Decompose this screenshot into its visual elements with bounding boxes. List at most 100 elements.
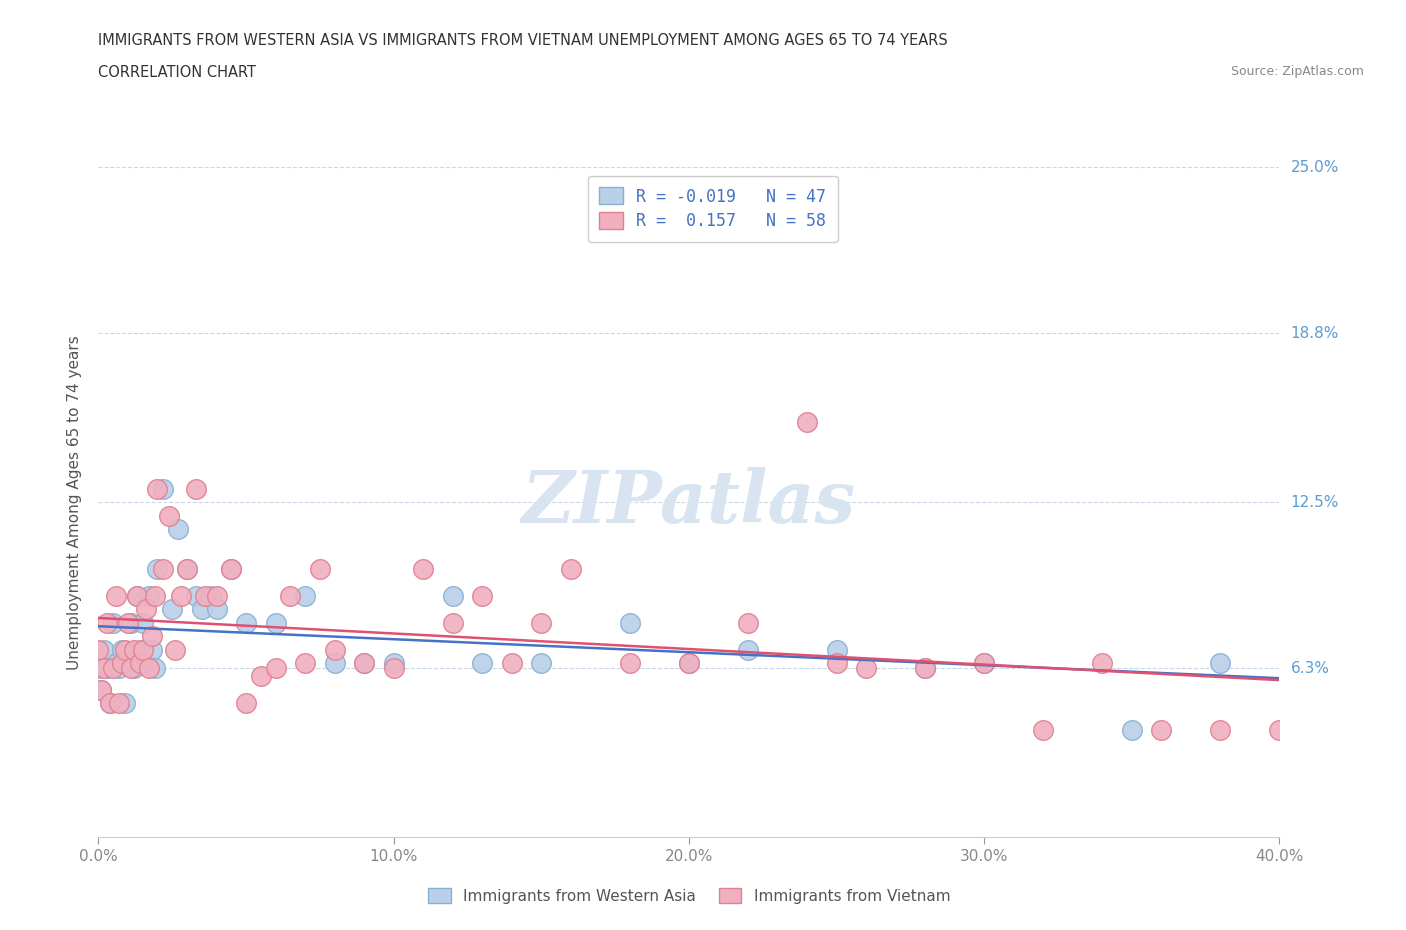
Point xyxy=(309,562,332,577)
Point xyxy=(678,656,700,671)
Point xyxy=(117,656,139,671)
Point xyxy=(143,661,166,676)
Point xyxy=(412,562,434,577)
Point xyxy=(855,661,877,676)
Point xyxy=(441,616,464,631)
Point xyxy=(103,661,125,676)
Point xyxy=(152,562,174,577)
Point xyxy=(170,589,193,604)
Point xyxy=(560,562,582,577)
Point xyxy=(914,661,936,676)
Point xyxy=(1091,656,1114,671)
Point xyxy=(135,656,157,671)
Point xyxy=(98,696,121,711)
Point xyxy=(678,656,700,671)
Text: IMMIGRANTS FROM WESTERN ASIA VS IMMIGRANTS FROM VIETNAM UNEMPLOYMENT AMONG AGES : IMMIGRANTS FROM WESTERN ASIA VS IMMIGRAN… xyxy=(98,33,948,47)
Point xyxy=(294,589,316,604)
Point xyxy=(90,683,112,698)
Point xyxy=(353,656,375,671)
Point xyxy=(176,562,198,577)
Point xyxy=(167,522,190,537)
Point xyxy=(132,616,155,631)
Point xyxy=(205,602,228,617)
Point xyxy=(471,656,494,671)
Point xyxy=(93,642,115,657)
Point xyxy=(184,589,207,604)
Point xyxy=(382,661,405,676)
Point xyxy=(530,656,553,671)
Point xyxy=(87,642,110,657)
Point xyxy=(122,661,145,676)
Point xyxy=(825,656,848,671)
Point xyxy=(98,696,121,711)
Text: 18.8%: 18.8% xyxy=(1291,326,1339,341)
Point xyxy=(165,642,187,657)
Point xyxy=(796,415,818,430)
Point xyxy=(176,562,198,577)
Point xyxy=(825,642,848,657)
Point xyxy=(323,656,346,671)
Point xyxy=(973,656,995,671)
Point xyxy=(128,656,150,671)
Point xyxy=(264,616,287,631)
Point xyxy=(105,589,128,604)
Point xyxy=(135,602,157,617)
Point xyxy=(103,616,125,631)
Point xyxy=(530,616,553,631)
Point xyxy=(219,562,242,577)
Point xyxy=(200,589,222,604)
Point xyxy=(619,616,641,631)
Point xyxy=(441,589,464,604)
Point xyxy=(141,629,163,644)
Point xyxy=(1268,723,1291,737)
Point xyxy=(111,656,134,671)
Point xyxy=(191,602,214,617)
Point xyxy=(128,642,150,657)
Point xyxy=(108,661,131,676)
Point xyxy=(619,656,641,671)
Point xyxy=(219,562,242,577)
Point xyxy=(294,656,316,671)
Point xyxy=(125,589,148,604)
Point xyxy=(125,589,148,604)
Text: 25.0%: 25.0% xyxy=(1291,160,1339,175)
Point xyxy=(737,642,759,657)
Text: 6.3%: 6.3% xyxy=(1291,660,1330,676)
Point xyxy=(323,642,346,657)
Point xyxy=(501,656,523,671)
Point xyxy=(353,656,375,671)
Point xyxy=(157,508,180,523)
Point xyxy=(205,589,228,604)
Point xyxy=(143,589,166,604)
Point xyxy=(194,589,217,604)
Point xyxy=(108,696,131,711)
Point xyxy=(120,661,142,676)
Point xyxy=(105,656,128,671)
Point xyxy=(122,642,145,657)
Point xyxy=(132,642,155,657)
Text: CORRELATION CHART: CORRELATION CHART xyxy=(98,65,256,80)
Point xyxy=(382,656,405,671)
Text: ZIPatlas: ZIPatlas xyxy=(522,467,856,538)
Point xyxy=(114,696,136,711)
Point xyxy=(96,661,118,676)
Point xyxy=(250,669,273,684)
Point xyxy=(146,482,169,497)
Point xyxy=(235,616,257,631)
Point xyxy=(93,661,115,676)
Point xyxy=(146,562,169,577)
Point xyxy=(90,683,112,698)
Point xyxy=(111,642,134,657)
Point xyxy=(973,656,995,671)
Point xyxy=(264,661,287,676)
Point xyxy=(278,589,302,604)
Point xyxy=(152,482,174,497)
Point xyxy=(235,696,257,711)
Point xyxy=(1121,723,1143,737)
Point xyxy=(138,661,160,676)
Point xyxy=(1209,723,1232,737)
Point xyxy=(120,616,142,631)
Point xyxy=(141,642,163,657)
Point xyxy=(96,616,118,631)
Point xyxy=(914,661,936,676)
